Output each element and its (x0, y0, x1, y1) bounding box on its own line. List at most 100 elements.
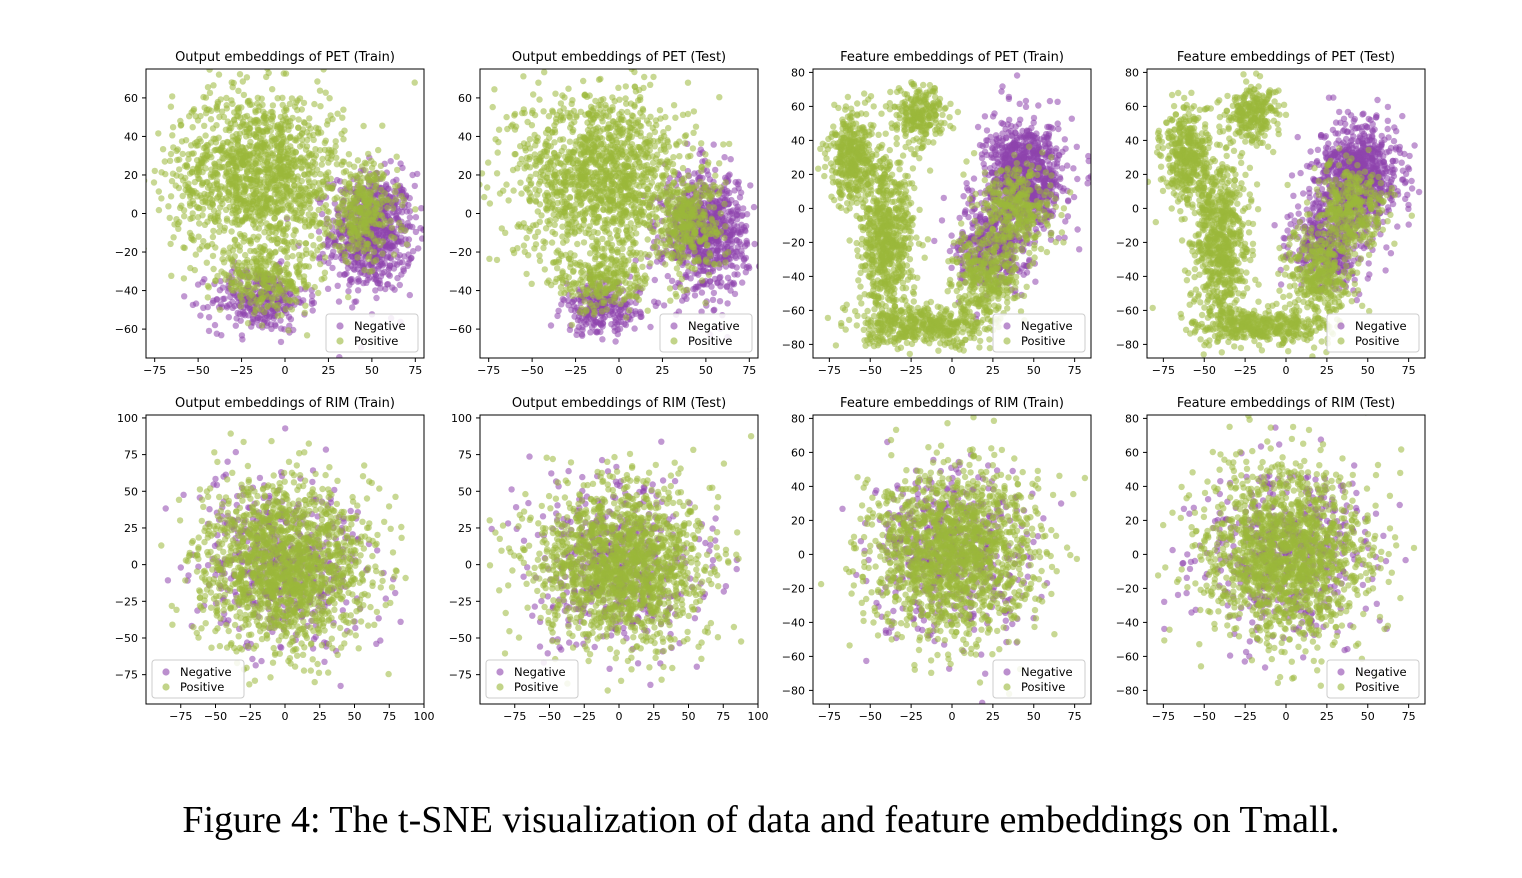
scatter-point (231, 219, 238, 226)
scatter-point (392, 212, 399, 219)
scatter-point (165, 203, 172, 210)
scatter-point (631, 101, 638, 109)
scatter-point (418, 205, 424, 212)
scatter-point (360, 209, 368, 216)
scatter-point (411, 79, 418, 86)
y-tick-label: 60 (124, 92, 138, 105)
scatter-point (599, 118, 606, 125)
scatter-point (714, 247, 721, 254)
scatter-point (684, 110, 692, 118)
scatter-point (211, 218, 219, 225)
scatter-point (228, 97, 235, 104)
scatter-point (197, 112, 204, 120)
scatter-point (698, 308, 705, 315)
scatter-point (277, 317, 284, 324)
scatter-point (231, 236, 239, 243)
scatter-point (311, 160, 319, 167)
scatter-point (755, 263, 758, 270)
scatter-point (257, 152, 264, 159)
scatter-point (399, 259, 406, 266)
scatter-point (194, 214, 202, 221)
scatter-point (730, 227, 738, 234)
scatter-point (283, 194, 291, 201)
scatter-point (213, 104, 220, 112)
scatter-point (170, 234, 177, 241)
scatter-point (298, 208, 306, 216)
scatter-point (373, 174, 380, 182)
scatter-point (725, 172, 732, 179)
scatter-point (654, 299, 662, 306)
scatter-point (281, 112, 288, 119)
scatter-point (399, 201, 406, 209)
scatter-point (485, 159, 492, 166)
scatter-point (309, 218, 317, 226)
scatter-point (733, 248, 740, 255)
scatter-point (580, 77, 587, 85)
scatter-point (554, 312, 561, 320)
scatter-point (189, 124, 196, 131)
scatter-point (594, 229, 601, 237)
scatter-point (403, 241, 411, 248)
scatter-point (576, 133, 584, 140)
scatter-point (183, 161, 190, 169)
scatter-point (317, 260, 324, 268)
scatter-point (259, 247, 266, 254)
scatter-point (622, 95, 629, 102)
scatter-point (405, 236, 413, 243)
scatter-point (370, 248, 378, 256)
scatter-point (216, 287, 224, 294)
scatter-point (269, 301, 276, 308)
scatter-point (379, 173, 386, 180)
scatter-point (301, 185, 309, 192)
scatter-point (223, 102, 230, 109)
scatter-point (228, 157, 235, 164)
scatter-point (233, 204, 241, 211)
scatter-point (219, 155, 226, 162)
scatter-point (617, 115, 625, 123)
scatter-point (253, 133, 260, 140)
scatter-point (525, 176, 533, 184)
scatter-point (296, 143, 304, 150)
scatter-point (743, 239, 750, 247)
scatter-point (690, 108, 698, 115)
scatter-point (681, 140, 689, 147)
scatter-point (319, 155, 326, 163)
scatter-point (252, 256, 259, 263)
scatter-point (551, 221, 558, 228)
x-tick-label: 25 (321, 364, 335, 377)
scatter-point (169, 124, 177, 131)
scatter-point (472, 203, 478, 209)
scatter-point (341, 127, 348, 134)
scatter-point (372, 271, 379, 279)
scatter-point (248, 143, 256, 150)
scatter-point (727, 156, 734, 163)
scatter-point (373, 294, 380, 302)
scatter-point (204, 218, 211, 225)
scatter-point (542, 129, 550, 136)
scatter-point (361, 195, 368, 202)
scatter-point (301, 171, 308, 178)
scatter-point (354, 278, 362, 285)
scatter-point (243, 112, 251, 120)
scatter-point (377, 273, 385, 280)
scatter-point (461, 159, 467, 165)
legend-label-negative: Negative (354, 319, 406, 333)
scatter-point (696, 243, 703, 250)
scatter-point (217, 278, 224, 285)
scatter-point (690, 129, 697, 136)
scatter-point (345, 243, 353, 250)
scatter-point (212, 277, 219, 285)
scatter-point (239, 308, 247, 315)
scatter-point (264, 160, 271, 168)
scatter-point (418, 235, 424, 242)
scatter-point (302, 284, 309, 291)
scatter-point (316, 87, 324, 94)
scatter-point (118, 152, 124, 158)
scatter-point (427, 263, 433, 269)
scatter-point (199, 179, 207, 186)
scatter-point (281, 279, 288, 286)
scatter-point (278, 196, 285, 203)
scatter-point (321, 274, 328, 282)
scatter-point (745, 263, 752, 270)
scatter-point (245, 163, 252, 170)
